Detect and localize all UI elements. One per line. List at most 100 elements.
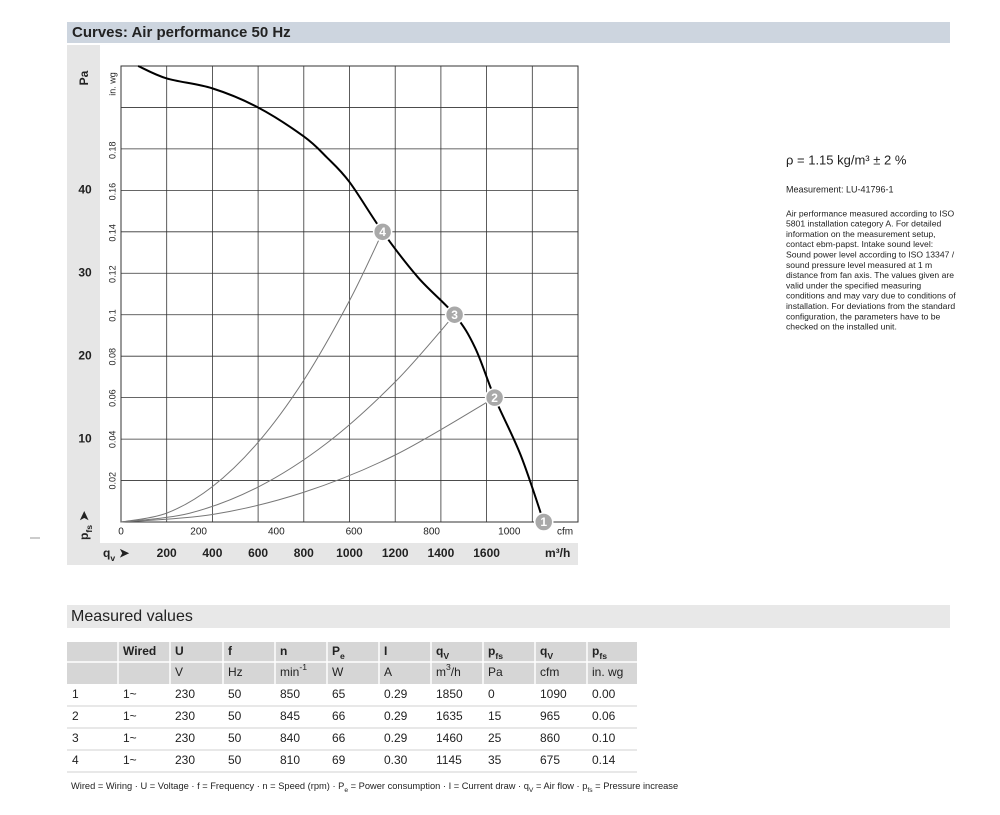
table-cell: 0.29 [384, 709, 408, 723]
text-part: v [110, 553, 115, 563]
text-part: e [340, 651, 345, 661]
table-cell: 66 [332, 709, 346, 723]
x2-tick-label: 800 [423, 527, 440, 538]
text-part: q [540, 644, 547, 658]
system-curve [120, 397, 495, 523]
column-unit: cfm [540, 665, 559, 679]
x-unit: m³/h [545, 546, 570, 560]
text-part: V [547, 651, 553, 661]
column-unit: A [384, 665, 392, 679]
column-unit: Pa [488, 665, 503, 679]
x2-tick-label: 600 [346, 527, 363, 538]
table-cell: 50 [228, 687, 242, 701]
table-cell: 0.10 [592, 731, 616, 745]
operating-point [533, 512, 554, 532]
text-part: q [103, 546, 110, 560]
text-part: ➤ [119, 546, 130, 560]
x2-tick-label: 0 [118, 527, 124, 538]
header-bar [67, 22, 950, 43]
table-cell: 50 [228, 753, 242, 767]
table-cell: 65 [332, 687, 346, 701]
y2-tick-label: 0.18 [107, 141, 117, 159]
table-cell: 230 [175, 687, 195, 701]
y2-tick-label: 0.04 [107, 431, 117, 449]
x-tick-label: 200 [157, 546, 177, 560]
table-cell: 850 [280, 687, 300, 701]
y-tick-label: 20 [78, 348, 92, 362]
column-header: qV [540, 644, 553, 661]
density-note: ρ = 1.15 kg/m³ ± 2 % [786, 152, 907, 167]
axis-strip [67, 543, 578, 565]
x-symbol: qv ➤ [103, 546, 130, 563]
x-tick-label: 1400 [428, 546, 455, 560]
table-cell: 4 [72, 753, 79, 767]
table-cell: 860 [540, 731, 560, 745]
y-tick-label: 40 [78, 183, 92, 197]
text-part: /h [451, 665, 461, 679]
table-cell: 1 [72, 687, 79, 701]
note-line: installation. For deviations from the st… [786, 301, 955, 311]
text-part: p [488, 644, 495, 658]
measurement-id: Measurement: LU-41796-1 [786, 184, 894, 194]
y-symbol: pfs ➤ [77, 510, 94, 540]
text-part: -1 [299, 662, 307, 672]
system-curve [120, 314, 455, 523]
table-cell: 230 [175, 731, 195, 745]
operating-point-label: 3 [451, 308, 458, 322]
x-tick-label: 1200 [382, 546, 409, 560]
column-header: I [384, 644, 387, 658]
operating-point-label: 4 [379, 225, 386, 239]
text-part: V [443, 651, 449, 661]
text-part: p [592, 644, 599, 658]
x-tick-label: 800 [294, 546, 314, 560]
table-cell: 840 [280, 731, 300, 745]
x-tick-label: 1000 [336, 546, 363, 560]
table-cell: 675 [540, 753, 560, 767]
x-tick-label: 400 [202, 546, 222, 560]
column-unit: m3/h [436, 662, 461, 679]
table-cell: 1~ [123, 687, 137, 701]
y2-unit: in. wg [107, 72, 117, 96]
table-cell: 1145 [436, 753, 462, 767]
header-title: Curves: Air performance 50 Hz [72, 24, 291, 41]
y2-tick-label: 0.12 [107, 265, 117, 283]
operating-point-label: 2 [491, 391, 498, 405]
table-cell: 66 [332, 731, 346, 745]
table-cell: 0.30 [384, 753, 408, 767]
note-line: Sound power level according to ISO 13347… [786, 249, 955, 259]
note-line: 5801 installation category A. For detail… [786, 219, 941, 229]
text-part: 3 [446, 662, 451, 672]
table-cell: 965 [540, 709, 560, 723]
column-unit: min-1 [280, 662, 307, 679]
table-cell: 0.29 [384, 731, 408, 745]
plot-border [120, 65, 579, 523]
table-cell: 25 [488, 731, 502, 745]
table-cell: 2 [72, 709, 79, 723]
x2-tick-label: 200 [190, 527, 207, 538]
table-cell: 1~ [123, 709, 137, 723]
column-header: pfs [592, 644, 607, 661]
note-line: checked on the installed unit. [786, 322, 897, 332]
column-header: Pe [332, 644, 345, 661]
axis-strip [67, 45, 100, 565]
text-part: Wired = Wiring · U = Voltage · f = Frequ… [71, 781, 344, 791]
note-line: information on the measurement setup, [786, 229, 936, 239]
column-header: qV [436, 644, 449, 661]
column-header: U [175, 644, 184, 658]
column-header: Wired [123, 644, 156, 658]
text-part: fs [84, 525, 94, 533]
table-cell: 0.14 [592, 753, 616, 767]
section-title: Measured values [71, 608, 193, 625]
section-bar [67, 605, 950, 628]
table-cell: 1635 [436, 709, 463, 723]
column-header: pfs [488, 644, 503, 661]
table-cell: 69 [332, 753, 346, 767]
text-part: fs [599, 651, 607, 661]
table-cell: 1090 [540, 687, 567, 701]
table-cell: 0.00 [592, 687, 616, 701]
x-tick-label: 1600 [473, 546, 500, 560]
x2-tick-label: 400 [268, 527, 285, 538]
table-cell: 1460 [436, 731, 463, 745]
column-unit: Hz [228, 665, 243, 679]
